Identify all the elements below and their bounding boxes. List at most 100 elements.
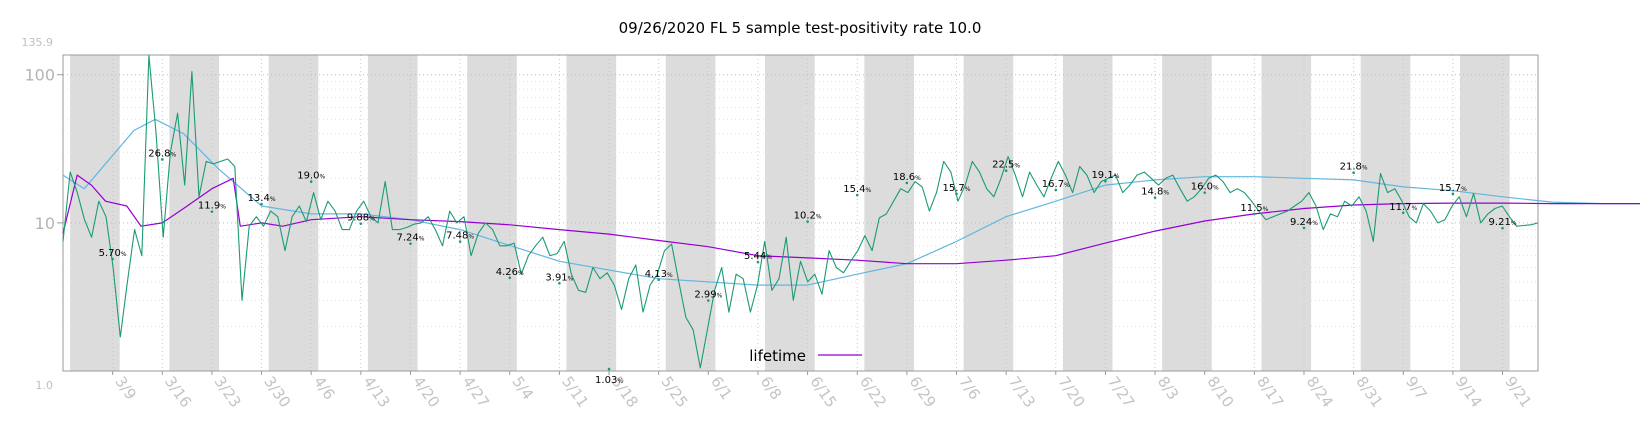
data-point-0 bbox=[111, 257, 114, 261]
series-line-weekly-average bbox=[62, 118, 1640, 286]
data-label-unit: % bbox=[171, 151, 177, 158]
data-label-value: 3.91 bbox=[545, 272, 567, 283]
data-labels: 5.70%26.8%11.9%13.4%19.0%9.88%7.24% 7.48%… bbox=[99, 148, 1517, 386]
x-tick-label-3: 3/30 bbox=[260, 373, 294, 411]
data-label-value: 11.9 bbox=[198, 201, 220, 212]
data-label-value: 14.8 bbox=[1141, 187, 1163, 198]
data-point-12 bbox=[707, 299, 710, 302]
data-label-value: 7.24 bbox=[396, 233, 418, 244]
data-label-unit: % bbox=[1263, 206, 1269, 213]
x-tick-label-7: 4/27 bbox=[459, 373, 493, 411]
data-label-16: 18.6% bbox=[893, 172, 921, 183]
data-label-10: 1.03% bbox=[595, 375, 623, 386]
data-label-2: 11.9% bbox=[198, 201, 226, 212]
x-tick-label-14: 6/15 bbox=[806, 373, 840, 411]
x-tick-label-24: 8/24 bbox=[1303, 373, 1337, 411]
data-label-unit: % bbox=[1064, 182, 1070, 189]
data-label-27: 15.7% bbox=[1439, 183, 1467, 194]
data-label-unit: % bbox=[965, 186, 971, 193]
y-tick-label-1: 100 bbox=[24, 66, 55, 85]
data-label-17: 15.7% bbox=[943, 183, 971, 194]
grid-lines bbox=[63, 55, 1538, 371]
data-label-unit: % bbox=[816, 214, 822, 221]
y-range-min-label: 1.0 bbox=[36, 379, 54, 392]
x-tick-label-8: 5/4 bbox=[508, 373, 537, 403]
data-label-unit: % bbox=[468, 234, 474, 241]
data-label-unit: % bbox=[220, 204, 226, 211]
data-point-13 bbox=[756, 260, 760, 264]
data-label-unit: % bbox=[667, 272, 673, 279]
data-point-9 bbox=[558, 281, 561, 285]
data-label-value: 9.88 bbox=[347, 213, 369, 224]
x-tick-label-18: 7/13 bbox=[1005, 373, 1039, 411]
data-point-15 bbox=[855, 193, 859, 197]
data-label-3: 13.4% bbox=[248, 193, 276, 204]
data-label-value: 7.48 bbox=[446, 231, 468, 242]
data-label-unit: % bbox=[1312, 220, 1318, 227]
data-label-value: 4.26 bbox=[496, 267, 518, 278]
y-tick-label-0: 10 bbox=[35, 214, 55, 233]
data-label-unit: % bbox=[915, 175, 921, 182]
x-tick-label-13: 6/8 bbox=[757, 373, 786, 403]
data-label-value: 15.7 bbox=[1439, 183, 1461, 194]
data-point-2 bbox=[210, 210, 214, 213]
x-tick-label-9: 5/11 bbox=[558, 373, 592, 411]
data-label-unit: % bbox=[270, 196, 276, 203]
data-point-1 bbox=[160, 158, 164, 161]
data-point-23 bbox=[1253, 212, 1256, 216]
data-label-0: 5.70% bbox=[99, 248, 127, 259]
data-point-24 bbox=[1302, 226, 1306, 230]
x-tick-label-22: 8/10 bbox=[1203, 373, 1237, 411]
data-label-value: 5.44 bbox=[744, 251, 766, 262]
data-label-value: 4.13 bbox=[645, 269, 667, 280]
data-point-11 bbox=[657, 278, 660, 282]
data-point-5 bbox=[359, 222, 363, 225]
data-label-value: 26.8 bbox=[148, 148, 170, 159]
data-label-unit: % bbox=[518, 270, 524, 277]
x-axis: 3/9 3/16 3/23 3/30 4/6 4/13 4/20 4/27 5/4 5/11 5/1… bbox=[111, 371, 1535, 411]
series-line-cumulative bbox=[62, 174, 1640, 265]
data-label-value: 11.5 bbox=[1240, 203, 1262, 214]
data-label-value: 5.70 bbox=[99, 248, 121, 259]
data-label-4: 19.0% bbox=[297, 171, 325, 182]
data-point-22 bbox=[1203, 191, 1207, 194]
data-label-18: 22.5% bbox=[992, 160, 1020, 171]
data-label-unit: % bbox=[419, 236, 425, 243]
plot-frame bbox=[62, 54, 1539, 372]
data-label-6: 7.24% bbox=[396, 233, 424, 244]
data-label-7: 7.48% bbox=[446, 231, 474, 242]
week-band-14 bbox=[1459, 55, 1510, 371]
data-label-9: 3.91% bbox=[545, 272, 573, 283]
data-label-value: 2.99 bbox=[694, 290, 716, 301]
data-label-value: 19.1 bbox=[1091, 170, 1113, 181]
data-label-21: 14.8% bbox=[1141, 187, 1169, 198]
data-label-22: 16.0% bbox=[1191, 182, 1219, 193]
x-tick-label-4: 4/6 bbox=[310, 373, 339, 403]
data-label-12: 2.99% bbox=[694, 290, 722, 301]
data-label-value: 1.03 bbox=[595, 375, 617, 386]
x-tick-label-11: 5/25 bbox=[657, 373, 691, 411]
data-label-unit: % bbox=[1511, 220, 1517, 227]
y-axis: 10 100 1.0 135.9 bbox=[22, 36, 63, 392]
chart-title: 09/26/2020 FL 5 sample test-positivity r… bbox=[619, 19, 982, 37]
data-label-26: 11.7% bbox=[1389, 202, 1417, 213]
data-point-17 bbox=[955, 192, 958, 196]
data-label-value: 21.8 bbox=[1340, 162, 1362, 173]
data-label-13: 5.44% bbox=[744, 251, 772, 262]
data-label-1: 26.8% bbox=[148, 148, 176, 159]
x-tick-label-20: 7/27 bbox=[1104, 373, 1138, 411]
data-label-value: 13.4 bbox=[248, 193, 270, 204]
data-point-6 bbox=[409, 242, 412, 245]
data-label-unit: % bbox=[1014, 163, 1020, 170]
data-label-value: 9.21 bbox=[1489, 217, 1511, 228]
x-tick-label-0: 3/9 bbox=[111, 373, 140, 403]
data-label-value: 18.6 bbox=[893, 172, 915, 183]
data-label-value: 10.2 bbox=[794, 211, 816, 222]
series-line-daily bbox=[62, 54, 1539, 369]
week-band-12 bbox=[1261, 55, 1312, 371]
data-label-24: 9.24% bbox=[1290, 217, 1318, 228]
data-label-unit: % bbox=[766, 254, 772, 261]
data-point-14 bbox=[806, 220, 809, 223]
data-label-19: 16.7% bbox=[1042, 179, 1070, 190]
data-label-unit: % bbox=[568, 275, 574, 282]
